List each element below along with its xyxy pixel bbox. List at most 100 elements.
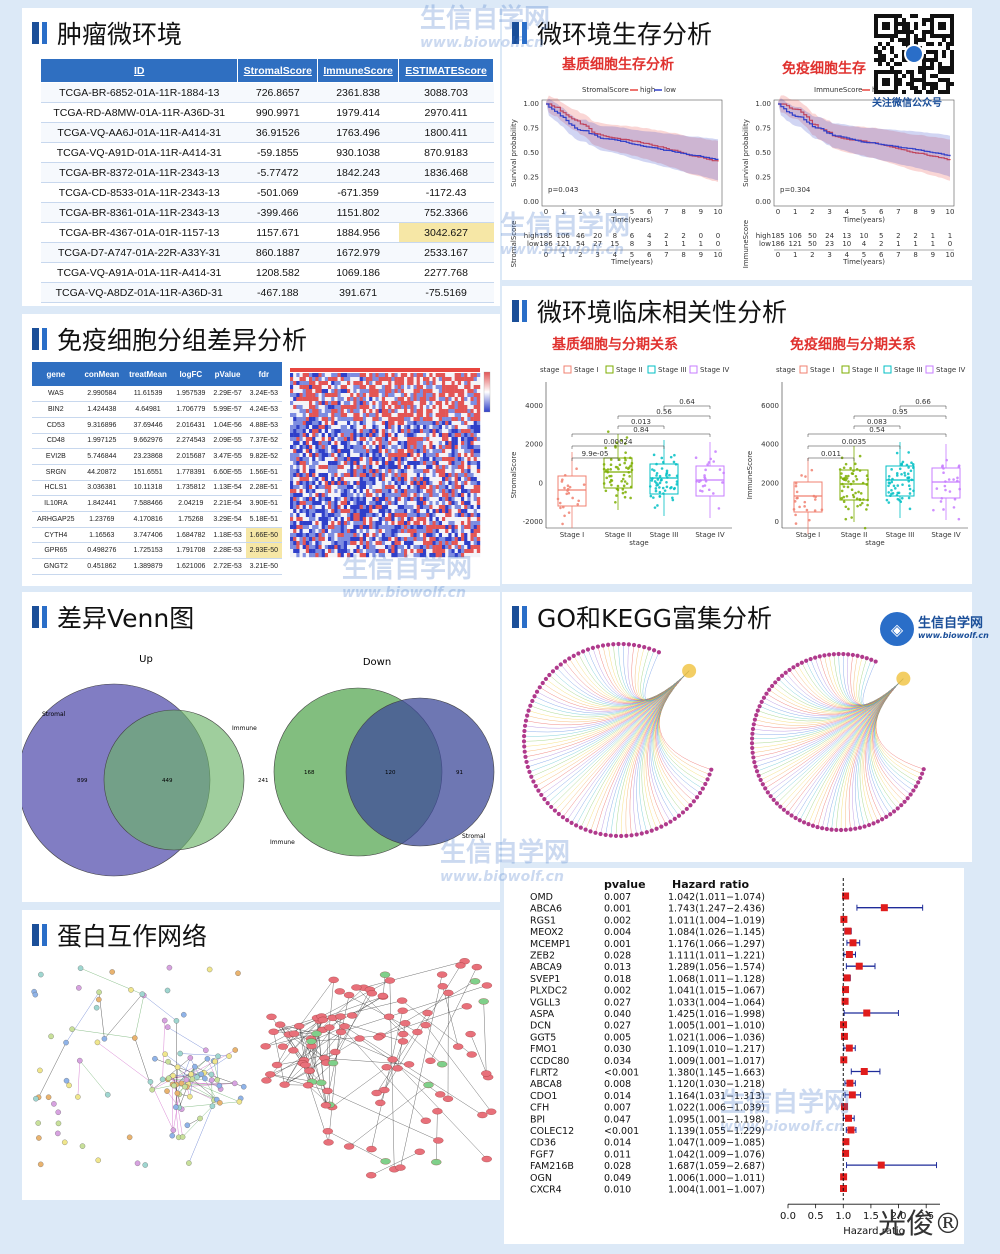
heatmap-cell (388, 449, 392, 454)
heatmap-cell (353, 413, 357, 418)
heatmap-cell (334, 461, 338, 466)
box-point (813, 509, 817, 512)
heatmap-cell (340, 493, 345, 498)
ppi-edge (65, 992, 100, 1043)
heatmap-cell (318, 449, 322, 454)
heatmap-cell (467, 429, 471, 434)
box-ytick: 2000 (761, 479, 779, 487)
heatmap-cell (391, 497, 395, 502)
heatmap-cell (429, 393, 433, 398)
box-point (556, 497, 560, 501)
heatmap-cell (366, 529, 370, 534)
heatmap-cell (476, 521, 481, 526)
heatmap-cell (331, 517, 335, 522)
heatmap-cell (473, 421, 478, 426)
heatmap-cell (372, 505, 376, 510)
heatmap-cell (445, 457, 449, 462)
heatmap-cell (461, 517, 465, 522)
heatmap-cell (429, 409, 433, 414)
heatmap-cell (461, 493, 465, 498)
heatmap-cell (356, 449, 360, 454)
heatmap-cell (476, 489, 481, 494)
heatmap-cell (445, 533, 449, 538)
heatmap-cell (350, 521, 354, 526)
box-point (712, 460, 716, 463)
box-point (610, 483, 613, 487)
ppi-node (198, 1071, 205, 1077)
heatmap-cell (356, 401, 360, 406)
box-point (890, 468, 893, 471)
heatmap-cell (378, 373, 383, 378)
heatmap-cell (429, 397, 433, 402)
heatmap-cell (366, 409, 370, 414)
heatmap-cell (356, 397, 360, 402)
heatmap-cell (464, 505, 468, 510)
heatmap-cell (413, 473, 417, 478)
heatmap-cell (343, 545, 348, 550)
ppi-node (452, 1043, 464, 1050)
go-gene-node (751, 722, 756, 727)
go-link (657, 670, 703, 789)
box-point (629, 485, 633, 489)
heatmap-cell (337, 485, 341, 490)
heatmap-cell (457, 425, 462, 430)
heatmap-cell (448, 493, 452, 498)
heatmap-cell (467, 521, 471, 526)
heatmap-cell (397, 485, 402, 490)
table-row: EVI2B 5.746844 23.23868 2.015687 3.47E-55 9.8… (32, 448, 282, 465)
heatmap-cell (324, 461, 329, 466)
heatmap-cell (372, 473, 376, 478)
ppi-node (164, 1088, 170, 1094)
heatmap-cell (388, 501, 392, 506)
heatmap-cell (473, 385, 478, 390)
heatmap-cell (438, 481, 443, 486)
ppi-node (437, 983, 448, 990)
heatmap-cell (404, 493, 408, 498)
heatmap-cell (369, 445, 373, 450)
heatmap-cell (337, 521, 341, 526)
heatmap-cell (309, 469, 313, 474)
risk-cell-high: 0 (716, 232, 720, 240)
heatmap-cell (347, 473, 351, 478)
heatmap-cell (378, 421, 383, 426)
heatmap-cell (385, 469, 389, 474)
heatmap-cell (429, 441, 433, 446)
heatmap-cell (388, 541, 392, 546)
forest-pvalue: 0.008 (604, 1079, 631, 1090)
forest-hr-text: 1.006(1.000−1.011) (668, 1173, 765, 1184)
ppi-node (316, 1079, 327, 1086)
ppi-node (397, 1038, 409, 1045)
heatmap-cell (375, 381, 379, 386)
heatmap-cell (448, 433, 452, 438)
heatmap-cell (385, 485, 389, 490)
go-gene-node (921, 767, 926, 772)
heatmap-cell (296, 413, 300, 418)
box-point (623, 461, 626, 465)
heatmap-cell (445, 441, 449, 446)
heatmap-cell (315, 417, 319, 422)
heatmap-cell (461, 397, 465, 402)
go-gene-node (523, 718, 529, 723)
heatmap-cell (375, 405, 379, 410)
heatmap-cell (293, 509, 297, 514)
heatmap-cell (476, 549, 481, 554)
table-cell: 3.29E-54 (209, 511, 246, 528)
heatmap-cell (476, 481, 481, 486)
heatmap-cell (359, 533, 364, 538)
heatmap-cell (413, 413, 417, 418)
heatmap-cell (467, 485, 471, 490)
heatmap-cell (381, 377, 386, 382)
heatmap-cell (407, 385, 411, 390)
box-point (665, 485, 669, 489)
risk-xtick: 4 (845, 251, 850, 259)
heatmap-cell (302, 521, 307, 526)
table-cell: WAS (32, 386, 80, 403)
heatmap-cell (331, 541, 335, 546)
heatmap-cell (426, 393, 430, 398)
venn-down-right-circle (345, 697, 495, 847)
risk-cell-high: 1 (931, 232, 935, 240)
heatmap-cell (372, 489, 376, 494)
heatmap-cell (429, 489, 433, 494)
heatmap-cell (318, 437, 322, 442)
go-link (564, 661, 690, 704)
